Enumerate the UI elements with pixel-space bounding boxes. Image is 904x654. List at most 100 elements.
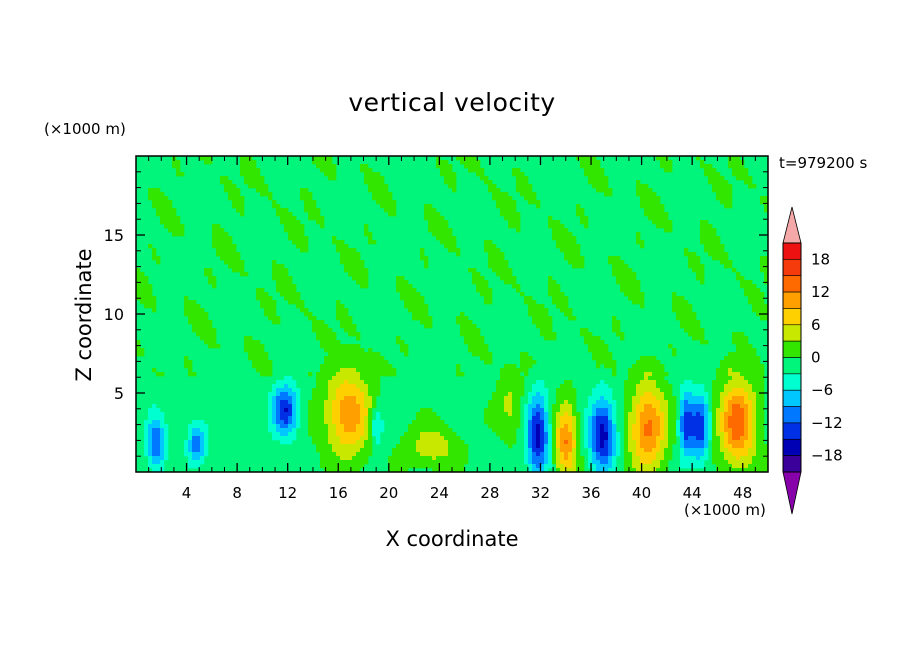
contour-cell [496,420,501,425]
contour-cell [200,436,205,441]
contour-cell [568,424,573,429]
contour-cell [528,356,533,361]
colorbar-swatch [782,438,802,456]
contour-cell [508,420,513,425]
contour-cell [336,424,341,429]
contour-cell [316,432,321,437]
contour-cell [348,436,353,441]
contour-cell [368,172,373,177]
contour-cell [716,436,721,441]
contour-cell [664,464,669,469]
contour-cell [600,380,605,385]
contour-cell [400,296,405,301]
x-tick-label: 44 [683,484,702,502]
contour-cell [140,348,145,353]
contour-cell [368,176,373,181]
contour-cell [504,268,509,273]
contour-cell [556,464,561,469]
contour-cell [272,204,277,209]
contour-cell [728,196,733,201]
contour-cell [744,364,749,369]
contour-cell [532,452,537,457]
x-tick-label: 40 [632,484,651,502]
contour-cell [424,264,429,269]
contour-cell [272,396,277,401]
contour-cell [692,456,697,461]
contour-cell [416,460,421,465]
contour-cell [280,380,285,385]
contour-cell [204,328,209,333]
contour-cell [492,196,497,201]
contour-cell [324,392,329,397]
contour-cell [204,440,209,445]
contour-cell [612,448,617,453]
contour-cell [356,272,361,277]
contour-cell [388,196,393,201]
contour-cell [752,292,757,297]
contour-cell [364,228,369,233]
contour-cell [692,264,697,269]
contour-cell [448,168,453,173]
contour-cell [268,412,273,417]
contour-cell [628,380,633,385]
contour-cell [240,164,245,169]
contour-cell [220,180,225,185]
contour-cell [456,316,461,321]
contour-cell [328,388,333,393]
contour-cell [748,372,753,377]
contour-cell [600,428,605,433]
contour-cell [616,280,621,285]
contour-cell [224,188,229,193]
contour-cell [716,464,721,469]
contour-cell [704,436,709,441]
contour-cell [740,348,745,353]
contour-cell [648,436,653,441]
contour-cell [716,252,721,257]
contour-cell [696,268,701,273]
contour-cell [560,396,565,401]
contour-cell [700,340,705,345]
contour-cell [660,440,665,445]
contour-cell [276,424,281,429]
contour-cell [492,428,497,433]
contour-cell [344,432,349,437]
contour-cell [380,188,385,193]
contour-cell [748,468,753,473]
contour-cell [148,300,153,305]
contour-cell [268,368,273,373]
contour-cell [452,236,457,241]
contour-cell [684,412,689,417]
contour-cell [700,400,705,405]
contour-cell [344,324,349,329]
contour-cell [540,456,545,461]
contour-cell [604,464,609,469]
contour-cell [528,296,533,301]
contour-cell [412,432,417,437]
contour-cell [372,400,377,405]
contour-cell [636,184,641,189]
contour-cell [748,460,753,465]
contour-cell [476,328,481,333]
contour-cell [724,252,729,257]
contour-cell [728,364,733,369]
contour-cell [648,388,653,393]
contour-cell [324,348,329,353]
contour-cell [140,276,145,281]
contour-cell [564,256,569,261]
contour-cell [340,244,345,249]
contour-cell [412,456,417,461]
contour-cell [488,264,493,269]
contour-cell [556,244,561,249]
contour-cell [348,364,353,369]
contour-cell [144,292,149,297]
contour-cell [276,264,281,269]
contour-cell [556,300,561,305]
contour-cell [344,400,349,405]
contour-cell [544,320,549,325]
contour-cell [320,448,325,453]
contour-cell [188,432,193,437]
contour-cell [312,408,317,413]
contour-cell [644,424,649,429]
contour-cell [632,452,637,457]
colorbar-tick-label: 0 [811,349,821,367]
